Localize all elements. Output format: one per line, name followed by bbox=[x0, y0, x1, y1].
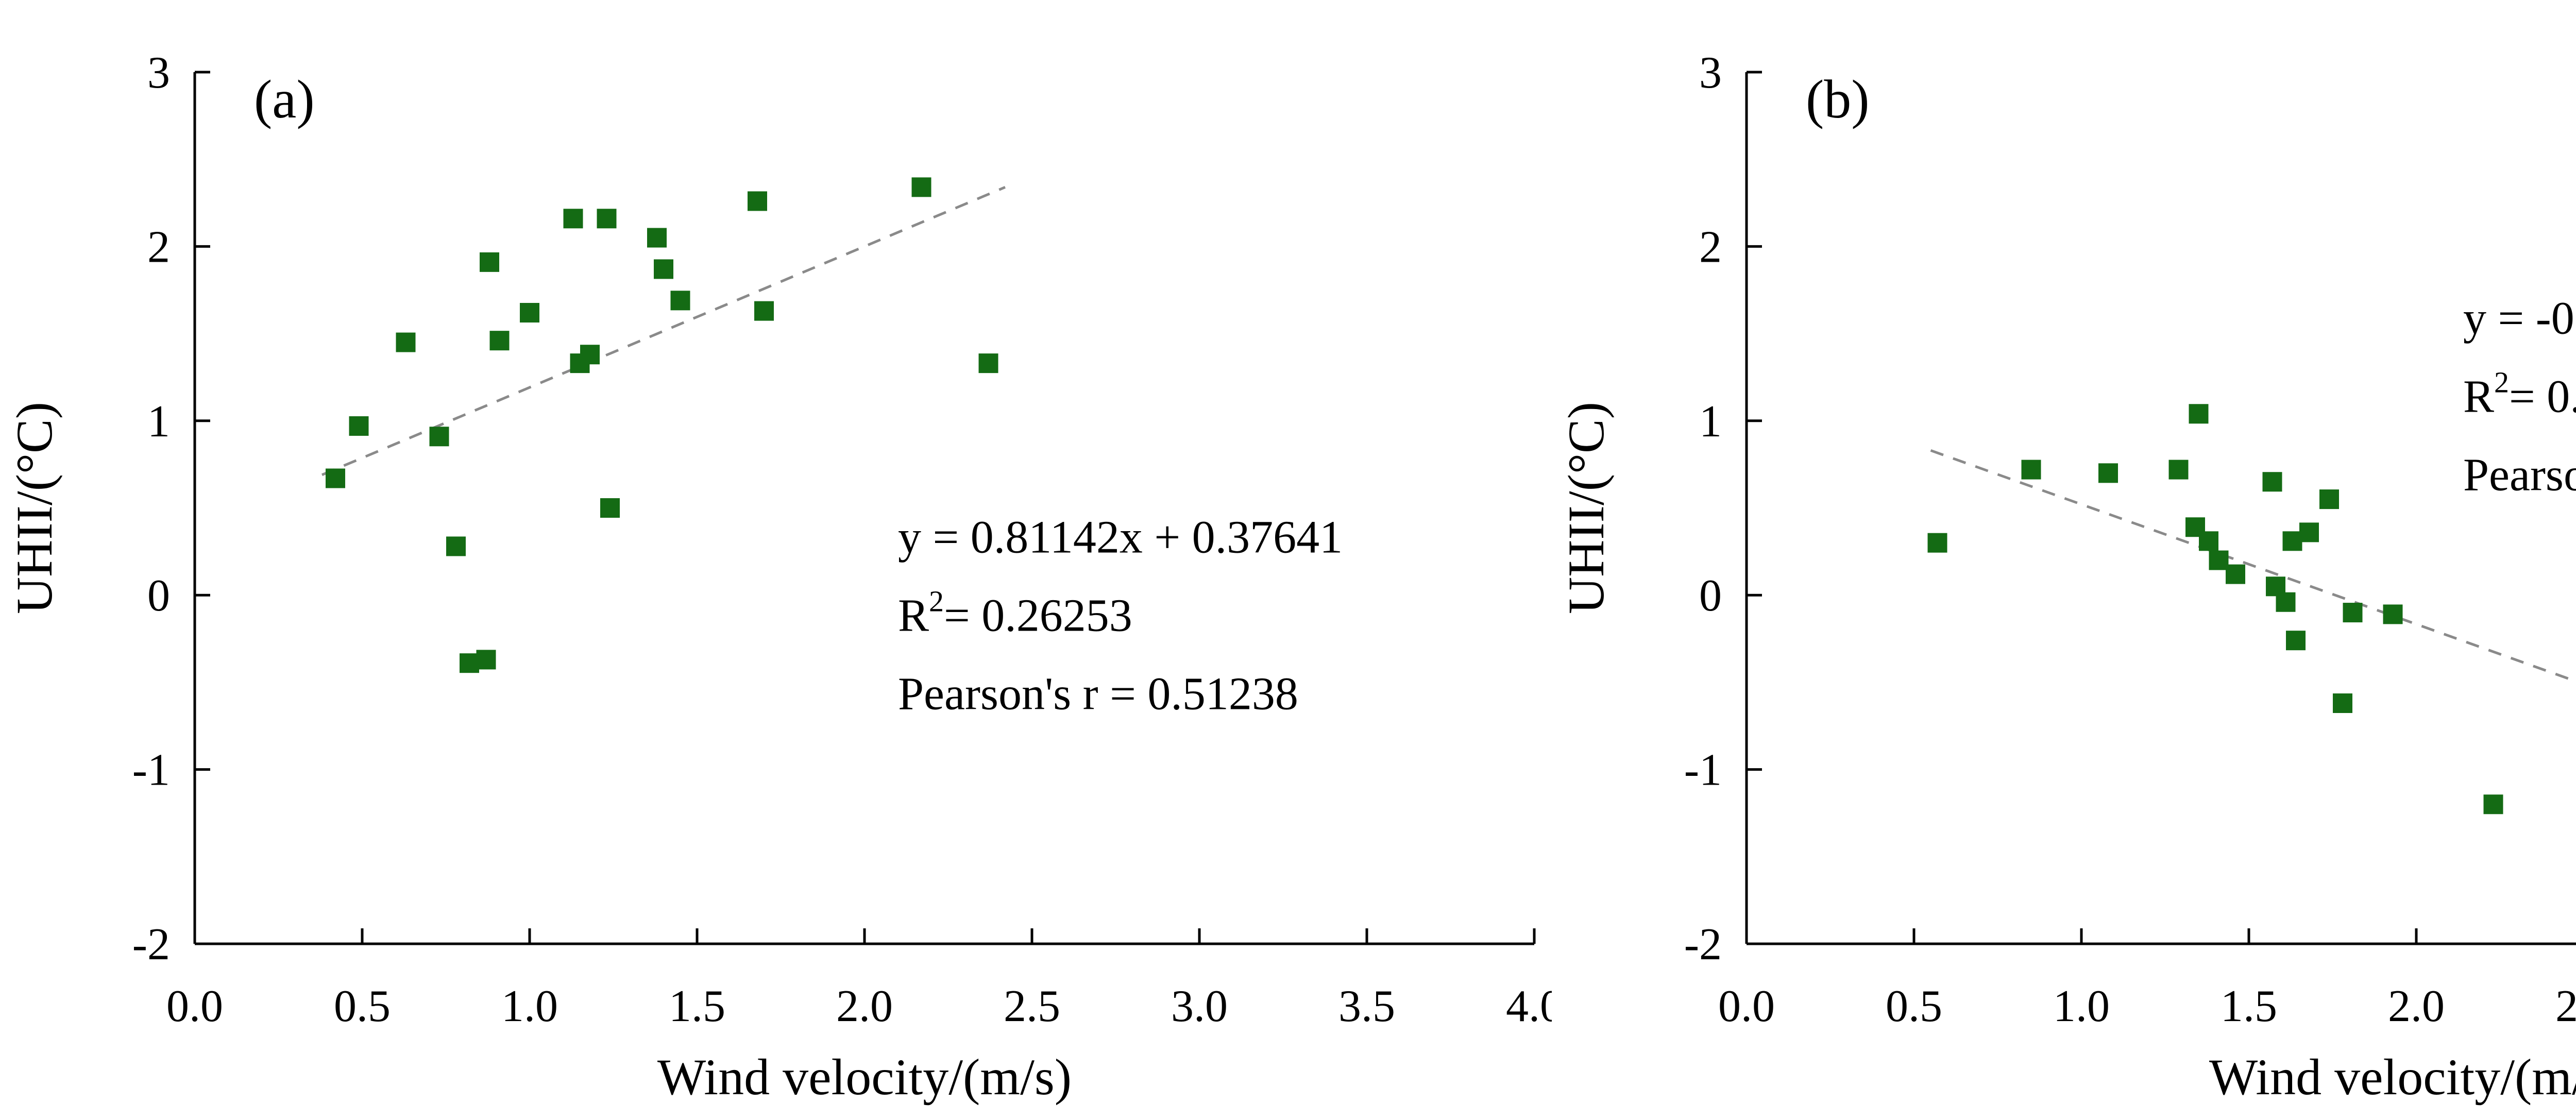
data-point-marker bbox=[2383, 604, 2403, 624]
y-tick-label: -1 bbox=[132, 745, 170, 795]
x-axis-title: Wind velocity/(m/s) bbox=[2209, 1048, 2576, 1106]
data-point-marker bbox=[446, 536, 466, 556]
x-tick-label: 0.0 bbox=[166, 981, 223, 1031]
x-tick-label: 1.0 bbox=[501, 981, 558, 1031]
x-axis-title: Wind velocity/(m/s) bbox=[657, 1048, 1072, 1106]
data-point-marker bbox=[670, 291, 690, 311]
x-tick-label: 2.5 bbox=[1004, 981, 1060, 1031]
data-point-marker bbox=[2098, 463, 2118, 483]
data-point-marker bbox=[349, 416, 369, 436]
data-point-marker bbox=[2021, 460, 2041, 480]
data-point-marker bbox=[489, 331, 510, 351]
data-point-marker bbox=[2319, 489, 2339, 510]
panel-b: 0.00.51.01.52.02.53.03.54.0-2-10123Wind … bbox=[1552, 0, 2576, 1120]
x-tick-label: 2.0 bbox=[836, 981, 893, 1031]
data-point-marker bbox=[2189, 404, 2209, 424]
annotation-r-squared: R2= 0.26253 bbox=[898, 584, 1132, 641]
annotation-pearson: Pearson's r = 0.51238 bbox=[898, 668, 1298, 719]
data-point-marker bbox=[2333, 693, 2352, 714]
scatter-chart-a: 0.0 0.5 1.0 1.5 2.0 2.5 3.0 3.5 4.0 -2 -1 0 1 2 3 Wind … bbox=[6, 48, 1552, 1106]
y-axis-title: UHII/(°C) bbox=[6, 402, 63, 614]
y-tick-label: -2 bbox=[1684, 920, 1722, 970]
panel-label: (a) bbox=[254, 69, 315, 129]
data-point-marker bbox=[2483, 794, 2503, 814]
annotation-pearson: Pearson's r = -0.78104 bbox=[2463, 450, 2576, 501]
x-tick-label: 1.5 bbox=[669, 981, 725, 1031]
data-point-marker bbox=[2168, 460, 2189, 480]
annotation-equation: y = -0.68601x + 1.20407 bbox=[2463, 293, 2576, 344]
y-axis-title: UHII/(°C) bbox=[1557, 402, 1615, 614]
trend-line bbox=[1930, 449, 2576, 683]
x-tick-label: 0.0 bbox=[1718, 981, 1775, 1031]
x-tick-label: 2.5 bbox=[2555, 981, 2576, 1031]
annotation-r-squared: R2= 0.60862 bbox=[2463, 366, 2576, 422]
data-point-marker bbox=[2286, 631, 2306, 651]
x-tick-label: 2.0 bbox=[2388, 981, 2445, 1031]
data-point-marker bbox=[597, 209, 617, 229]
data-point-marker bbox=[748, 191, 767, 211]
data-point-marker bbox=[520, 302, 539, 323]
data-point-marker bbox=[2276, 592, 2296, 612]
data-point-marker bbox=[480, 252, 499, 272]
y-tick-label: -2 bbox=[132, 920, 170, 970]
data-point-marker bbox=[2226, 564, 2245, 584]
data-point-marker bbox=[460, 653, 479, 673]
panel-label: (b) bbox=[1806, 69, 1870, 129]
data-point-marker bbox=[654, 259, 673, 279]
data-point-marker bbox=[2209, 550, 2229, 570]
data-point-marker bbox=[563, 209, 583, 229]
y-tick-label: 2 bbox=[1699, 222, 1722, 272]
x-tick-label: 0.5 bbox=[1886, 981, 1942, 1031]
data-point-marker bbox=[754, 301, 774, 321]
data-point-marker bbox=[2282, 531, 2302, 551]
data-point-marker bbox=[600, 498, 620, 518]
y-tick-label: 3 bbox=[1699, 48, 1722, 98]
data-point-marker bbox=[396, 332, 416, 352]
y-tick-label: 0 bbox=[1699, 571, 1722, 621]
annotation-equation: y = 0.81142x + 0.37641 bbox=[898, 512, 1343, 563]
data-point-marker bbox=[580, 345, 600, 365]
panel-a: 0.0 0.5 1.0 1.5 2.0 2.5 3.0 3.5 4.0 -2 -1 0 1 2 3 Wind … bbox=[6, 48, 1552, 1106]
scatter-chart-b: 0.00.51.01.52.02.53.03.54.0-2-10123Wind … bbox=[1557, 48, 2576, 1106]
data-point-marker bbox=[978, 353, 998, 374]
x-tick-label: 1.5 bbox=[2221, 981, 2277, 1031]
data-point-marker bbox=[476, 650, 496, 670]
y-tick-label: 2 bbox=[147, 222, 170, 272]
y-tick-label: 3 bbox=[147, 48, 170, 98]
data-point-marker bbox=[2343, 603, 2363, 623]
y-tick-label: -1 bbox=[1684, 745, 1722, 795]
data-point-marker bbox=[429, 427, 449, 447]
data-point-marker bbox=[326, 468, 345, 488]
x-tick-label: 3.5 bbox=[1338, 981, 1395, 1031]
data-point-marker bbox=[647, 228, 667, 248]
data-point-marker bbox=[2262, 472, 2282, 492]
data-point-marker bbox=[1927, 533, 1947, 553]
x-tick-label: 0.5 bbox=[334, 981, 391, 1031]
x-tick-label: 1.0 bbox=[2053, 981, 2110, 1031]
x-tick-label: 3.0 bbox=[1171, 981, 1228, 1031]
data-point-marker bbox=[2199, 531, 2218, 551]
data-point-marker bbox=[911, 177, 931, 197]
x-tick-label: 4.0 bbox=[1506, 981, 1552, 1031]
y-tick-label: 1 bbox=[1699, 397, 1722, 447]
y-tick-label: 0 bbox=[147, 571, 170, 621]
y-tick-label: 1 bbox=[147, 397, 170, 447]
data-point-marker bbox=[2299, 522, 2319, 542]
